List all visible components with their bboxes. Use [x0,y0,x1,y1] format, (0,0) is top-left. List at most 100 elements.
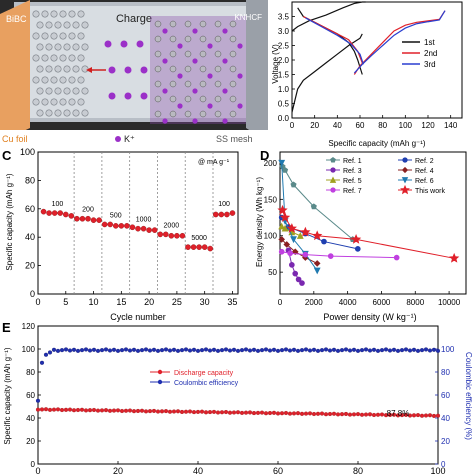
migrating-ions [104,40,148,100]
panel-e-discharge-point [203,410,209,415]
k-ion [124,92,132,100]
panel-e-discharge-point [307,411,313,416]
panel-e-ce-point [327,348,333,353]
panel-c-point [201,244,208,250]
panel-d-marker [330,187,336,193]
cu-foil-label: Cu foil [2,134,28,144]
k-ion-legend-marker [115,136,121,142]
bibc-particle [77,32,85,40]
panel-e-discharge-point [167,409,173,414]
lattice-ion [162,88,168,94]
bibc-particle [81,87,89,95]
panel-e-discharge-point [279,411,285,416]
lattice-node [169,50,177,58]
bibc-particle [81,65,89,73]
panel-e-ce-point [55,348,61,353]
panel-b-legend-label: 3rd [424,60,436,69]
panel-e-ce-point [75,348,81,353]
panel-c-ytick-label: 40 [25,232,35,242]
panel-b-line-3rd [305,17,364,65]
bibc-particle [63,65,71,73]
panel-c-xtick-label: 15 [116,297,126,307]
lattice-node [154,95,162,103]
bibc-particle [63,87,71,95]
panel-e-ce-point [291,347,297,352]
panel-c-point [151,227,158,233]
panel-e-ce-point [263,347,269,352]
panel-e-ce-point [83,347,89,352]
lattice-ion [237,43,243,49]
lattice-ion [162,118,168,124]
panel-c-point [101,221,108,228]
panel-b-ytick-label: 3.0 [278,27,290,36]
bibc-particle [59,54,67,62]
panel-e-ce-point [171,347,177,352]
panel-e-ce-point [131,347,137,352]
panel-e-ce-point [323,347,329,352]
lattice-node [154,35,162,43]
panel-e-ce-point [39,360,45,365]
lattice-ion [192,118,198,124]
panel-c-point [51,210,58,216]
panel-c-ytick-label: 80 [25,175,35,185]
panel-c-xtick-label: 10 [89,297,99,307]
panel-b-series [291,1,446,113]
bibc-particle [77,98,85,106]
panel-e-ce-point [343,347,349,352]
panel-e-ytick-right-label: 60 [441,391,450,400]
panel-c-point [207,245,214,252]
bibc-particles [32,10,89,117]
panel-c-xtick-label: 35 [227,297,237,307]
bibc-particle [41,32,49,40]
bibc-particle [59,98,67,106]
lattice-ion [222,28,228,34]
panel-e-discharge-point [179,409,185,414]
panel-e-discharge-point [359,412,365,417]
panel-b-ylabel: Voltage (V) [271,44,280,84]
bibc-particle [72,109,80,117]
bibc-particle [68,54,76,62]
bibc-particle [77,54,85,62]
panel-e-ce-point [183,347,189,352]
panel-e-ce-point [139,348,145,353]
bibc-particle [72,65,80,73]
panel-e-discharge-point [311,411,317,417]
bibc-particle [45,65,53,73]
bibc-particle [41,76,49,84]
panel-e-ce-point [163,347,169,352]
panel-e-discharge-point [147,409,153,414]
lattice-ion [192,88,198,94]
panel-d-legend-label: Ref. 6 [415,178,434,185]
bibc-particle [72,87,80,95]
panel-e-xtick-label: 40 [193,466,203,474]
panel-c-xtick-label: 20 [144,297,154,307]
panel-b-xtick-label: 100 [399,121,413,130]
lattice-ion [192,28,198,34]
panel-e-discharge-point [351,412,357,417]
panel-c-ytick-label: 20 [25,261,35,271]
panel-e-ce-point [255,348,261,353]
panel-e-ce-point [59,348,65,353]
panel-e-ce-point [67,348,73,353]
panel-c-point [179,232,186,239]
panel-e-discharge-point [107,408,113,413]
panel-e-discharge-point [143,409,149,414]
panel-c-rate-label: 200 [82,207,94,214]
panel-b-line-2nd [303,15,363,64]
panel-e-discharge-point [227,410,233,415]
lattice-ion [177,73,183,79]
panel-d-ytick-label: 200 [264,159,278,168]
lattice-node [169,80,177,88]
panel-b-xlabel: Specific capacity (mAh g⁻¹) [328,139,425,148]
panel-c-point [162,231,169,238]
panel-e-ce-point [227,348,233,353]
panel-e-discharge-point [155,409,161,414]
panel-d-marker [401,177,409,184]
panel-d-marker [330,167,336,173]
panel-c-point [196,244,202,250]
panel-c-point [135,225,141,232]
panel-c-ytick-label: 0 [30,289,35,299]
panel-b-ytick-label: 0.0 [278,114,290,123]
